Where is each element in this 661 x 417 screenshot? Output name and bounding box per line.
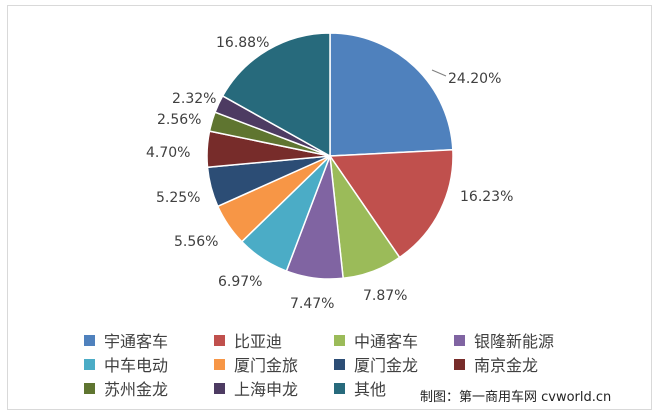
legend-swatch [334,358,345,370]
legend-label: 比亚迪 [234,332,283,351]
legend-item: 厦门金旅 [214,354,299,375]
legend-swatch [214,358,225,370]
legend-item: 比亚迪 [214,330,283,351]
legend-label: 苏州金龙 [104,380,169,399]
legend-label: 上海申龙 [234,380,299,399]
legend-item: 中车电动 [84,354,169,375]
legend-label: 其他 [354,380,387,399]
legend-item: 宇通客车 [84,330,169,351]
data-label-6: 5.56% [174,234,218,250]
legend-swatch [214,334,225,346]
legend-item: 中通客车 [334,330,419,351]
chart-border [7,5,652,410]
legend-swatch [334,382,345,394]
legend-swatch [84,334,95,346]
legend-swatch [214,382,225,394]
legend: 宇通客车 比亚迪 中通客车 银隆新能源中车电动 厦门金旅 厦门金龙 南京金龙苏州金龙 上海申龙… [84,330,624,400]
data-label-1: 24.20% [448,71,501,87]
data-label-5: 6.97% [218,274,262,290]
legend-label: 南京金龙 [474,356,539,375]
legend-item: 其他 [334,378,387,399]
data-label-11: 16.88% [216,35,269,51]
legend-label: 厦门金旅 [234,356,299,375]
data-label-9: 2.56% [157,112,201,128]
data-label-10: 2.32% [172,91,216,107]
legend-label: 厦门金龙 [354,356,419,375]
legend-swatch [334,334,345,346]
data-label-3: 7.87% [363,288,407,304]
legend-label: 中车电动 [104,356,169,375]
credit-text: 制图：第一商用车网 cvworld.cn [420,390,612,405]
legend-swatch [84,358,95,370]
legend-item: 南京金龙 [454,354,539,375]
pie-slice-2 [328,149,454,259]
legend-label: 宇通客车 [104,332,169,351]
legend-item: 银隆新能源 [454,330,555,351]
data-label-4: 7.47% [290,296,334,312]
legend-swatch [454,334,465,346]
data-label-2: 16.23% [460,189,513,205]
legend-label: 中通客车 [354,332,419,351]
pie-slice-1 [329,32,454,157]
legend-item: 上海申龙 [214,378,299,399]
data-label-8: 4.70% [146,145,190,161]
data-label-7: 5.25% [156,190,200,206]
leader-line-1 [431,69,447,77]
legend-item: 厦门金龙 [334,354,419,375]
legend-label: 银隆新能源 [474,332,555,351]
legend-swatch [84,382,95,394]
legend-swatch [454,358,465,370]
pie-slice-11 [221,32,331,158]
legend-item: 苏州金龙 [84,378,169,399]
